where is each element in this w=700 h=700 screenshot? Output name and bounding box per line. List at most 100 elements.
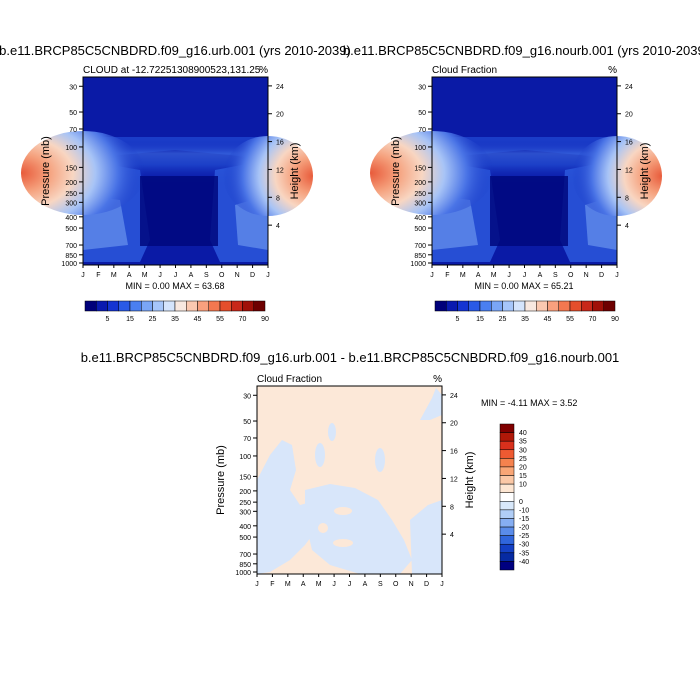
- colorbar-cell: [603, 300, 616, 312]
- colorbar-label: 45: [194, 316, 202, 323]
- colorbar-label: 35: [521, 316, 529, 323]
- colorbar-cell: [186, 300, 198, 312]
- colorbar-cell: [499, 552, 515, 562]
- colorbar-label: 15: [476, 316, 484, 323]
- pressure-tick-label: 1000: [235, 570, 251, 577]
- panel-c-right-label: %: [433, 374, 442, 385]
- colorbar-cell: [499, 432, 515, 442]
- pressure-tick-label: 150: [65, 165, 77, 172]
- panel-b-height-ticks: 24 20 16 12 8 4: [617, 84, 633, 230]
- pressure-tick-label: 700: [414, 243, 426, 250]
- colorbar-cell: [499, 561, 515, 571]
- height-tick-label: 16: [625, 140, 633, 147]
- colorbar-label: 25: [519, 456, 527, 463]
- colorbar-label: 15: [519, 473, 527, 480]
- colorbar-label: -40: [519, 559, 529, 566]
- panel-a-right-label: %: [259, 65, 268, 76]
- panel-a-left-label: CLOUD at -12.72251308900523,131.25: [83, 65, 261, 76]
- height-tick-label: 4: [450, 532, 454, 539]
- pressure-tick-label: 30: [243, 393, 251, 400]
- month-tick-label: J: [266, 272, 270, 279]
- month-tick-label: N: [235, 272, 240, 279]
- panel-c-small-neg-2: [328, 423, 336, 441]
- pressure-tick-label: 250: [239, 500, 251, 507]
- colorbar-cell: [499, 526, 515, 536]
- colorbar-cell: [499, 518, 515, 528]
- pressure-tick-label: 850: [239, 562, 251, 569]
- pressure-tick-label: 100: [414, 145, 426, 152]
- month-tick-label: J: [430, 272, 434, 279]
- colorbar-label: -30: [519, 542, 529, 549]
- colorbar-cell: [581, 300, 593, 312]
- height-tick-label: 12: [276, 167, 284, 174]
- height-tick-label: 20: [625, 112, 633, 119]
- colorbar-cell: [499, 509, 515, 519]
- pressure-tick-label: 100: [65, 145, 77, 152]
- colorbar-cell: [499, 423, 515, 433]
- height-tick-label: 24: [625, 84, 633, 91]
- colorbar-cell: [547, 300, 559, 312]
- colorbar-cell: [569, 300, 582, 312]
- height-tick-label: 8: [625, 195, 629, 202]
- panel-c-center-neg-region: [305, 484, 412, 574]
- panel-b-lower-core: [490, 176, 568, 246]
- month-tick-label: M: [142, 272, 148, 279]
- colorbar-cell: [107, 300, 119, 312]
- colorbar-cell: [457, 300, 469, 312]
- pressure-tick-label: 300: [239, 509, 251, 516]
- panel-b-ylabel-right: Height (km): [639, 143, 651, 200]
- panel-c-small-pos-2: [333, 539, 353, 547]
- colorbar-label: 70: [239, 316, 247, 323]
- month-tick-label: J: [507, 272, 511, 279]
- panel-c-left-label: Cloud Fraction: [257, 374, 322, 385]
- panel-a-colorbar: 5 15 25 35 45 55 70 90: [84, 300, 269, 323]
- pressure-tick-label: 400: [414, 215, 426, 222]
- colorbar-cell: [499, 458, 515, 468]
- panel-c-plot-area: [256, 385, 443, 575]
- colorbar-label: 90: [261, 316, 269, 323]
- colorbar-cell: [499, 501, 515, 511]
- height-tick-label: 12: [450, 476, 458, 483]
- colorbar-cell: [242, 300, 254, 312]
- month-tick-label: F: [96, 272, 100, 279]
- month-tick-label: A: [127, 272, 132, 279]
- month-tick-label: J: [332, 581, 336, 588]
- month-tick-label: O: [568, 272, 574, 279]
- colorbar-label: 25: [149, 316, 157, 323]
- colorbar-cell: [499, 535, 515, 545]
- pressure-tick-label: 400: [239, 524, 251, 531]
- month-tick-label: S: [553, 272, 558, 279]
- colorbar-cell: [141, 300, 153, 312]
- panel-a-lower-core: [140, 176, 218, 246]
- colorbar-label: -15: [519, 516, 529, 523]
- height-tick-label: 4: [625, 223, 629, 230]
- month-tick-label: A: [189, 272, 194, 279]
- height-tick-label: 8: [450, 504, 454, 511]
- colorbar-cell: [499, 440, 515, 451]
- colorbar-cell: [513, 300, 526, 312]
- colorbar-label: 55: [566, 316, 574, 323]
- panel-a-minmax: MIN = 0.00 MAX = 63.68: [125, 281, 224, 291]
- colorbar-cell: [152, 300, 164, 312]
- pressure-tick-label: 70: [243, 436, 251, 443]
- month-tick-label: J: [255, 581, 259, 588]
- colorbar-cell: [208, 300, 221, 312]
- pressure-tick-label: 500: [239, 535, 251, 542]
- colorbar-cell: [253, 300, 266, 312]
- colorbar-cell: [129, 300, 142, 312]
- month-tick-label: S: [204, 272, 209, 279]
- height-tick-label: 4: [276, 223, 280, 230]
- panel-a: b.e11.BRCP85C5CNBDRD.f09_g16.urb.001 (yr…: [0, 43, 351, 323]
- panel-b-ylabel: Pressure (mb): [390, 136, 402, 206]
- colorbar-cell: [174, 300, 187, 312]
- pressure-tick-label: 30: [418, 84, 426, 91]
- colorbar-cell: [499, 483, 515, 493]
- panel-c-ylabel: Pressure (mb): [215, 445, 227, 515]
- pressure-tick-label: 100: [239, 454, 251, 461]
- panel-b-right-label: %: [608, 65, 617, 76]
- colorbar-cell: [163, 300, 176, 312]
- colorbar-label: 5: [456, 316, 460, 323]
- colorbar-cell: [499, 492, 515, 502]
